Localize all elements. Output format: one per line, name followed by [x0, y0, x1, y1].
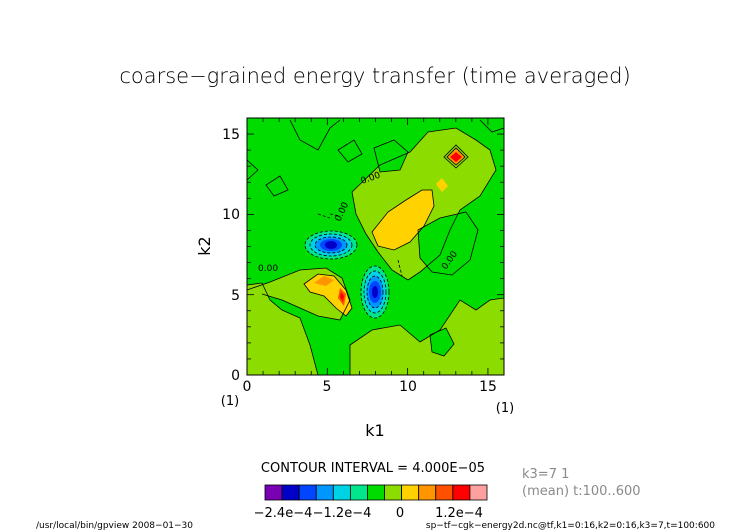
- colorbar-swatch: [349, 484, 368, 501]
- colorbar-tick-label-2: −1.2e−4: [313, 506, 372, 521]
- colorbar-swatch: [435, 484, 454, 501]
- footer-left: /usr/local/bin/gpview 2008−01−30: [36, 521, 193, 531]
- colorbar-swatch: [401, 484, 420, 501]
- contour-label-1: 0.00: [258, 264, 278, 274]
- colorbar-swatch: [452, 484, 471, 501]
- x-tick-label-0: 0: [243, 379, 252, 395]
- region-lime-2: [350, 298, 504, 375]
- footer-right: sp−tf−cgk−energy2d.nc@tf,k1=0:16,k2=0:16…: [426, 521, 715, 531]
- colorbar-swatch: [298, 484, 317, 501]
- side-info-mean: (mean) t:100..600: [522, 484, 641, 499]
- contour-lines: [246, 119, 505, 376]
- x-tick-label-5: 5: [323, 379, 332, 395]
- peak-red-3: [340, 292, 344, 302]
- side-info-k3: k3=7 1: [522, 467, 569, 482]
- region-yellow-1: [372, 190, 434, 250]
- y-tick-label-15: 15: [222, 127, 240, 143]
- colorbar-tick-label-4: 1.2e−4: [435, 506, 483, 521]
- peak-red-1: [450, 152, 462, 162]
- y-tick-label-10: 10: [222, 207, 240, 223]
- colorbar-swatch: [367, 484, 385, 501]
- colorbar: [264, 484, 488, 501]
- region-yellow-2: [304, 274, 352, 316]
- region-lime-1: [247, 283, 318, 375]
- peak-orange-2: [314, 276, 334, 286]
- colorbar-swatch: [281, 484, 300, 501]
- colorbar-swatch: [332, 484, 351, 501]
- y-index-label: (1): [221, 394, 239, 409]
- negative-center-2: [361, 266, 389, 318]
- plot-area: 0.00 0.00 0.00 0.00: [246, 117, 505, 376]
- x-tick-label-15: 15: [479, 379, 497, 395]
- y-axis-title: k2: [195, 236, 214, 255]
- x-index-label: (1): [496, 401, 514, 416]
- colorbar-swatch: [384, 484, 403, 501]
- x-tick-label-10: 10: [399, 379, 417, 395]
- y-tick-label-5: 5: [231, 288, 240, 304]
- negative-contours: [304, 213, 403, 319]
- colorbar-swatch: [418, 484, 437, 501]
- contour-interval: CONTOUR INTERVAL = 4.000E−05: [261, 461, 485, 476]
- island-green-3: [430, 328, 454, 356]
- colorbar-swatch: [469, 484, 488, 501]
- x-axis-title: k1: [365, 421, 384, 440]
- region-yellow-3: [436, 178, 448, 192]
- chart-title: coarse−grained energy transfer (time ave…: [119, 64, 630, 88]
- island-green-4: [338, 140, 362, 162]
- colorbar-tick-label-1: −2.4e−4: [254, 506, 313, 521]
- negative-center-1: [305, 231, 357, 259]
- colorbar-tick-label-3: 0: [396, 506, 404, 521]
- y-tick-label-0: 0: [231, 368, 240, 384]
- island-green-1: [418, 212, 478, 275]
- colorbar-swatch: [264, 484, 283, 501]
- colorbar-swatch: [315, 484, 334, 501]
- axis-ticks: [246, 117, 505, 376]
